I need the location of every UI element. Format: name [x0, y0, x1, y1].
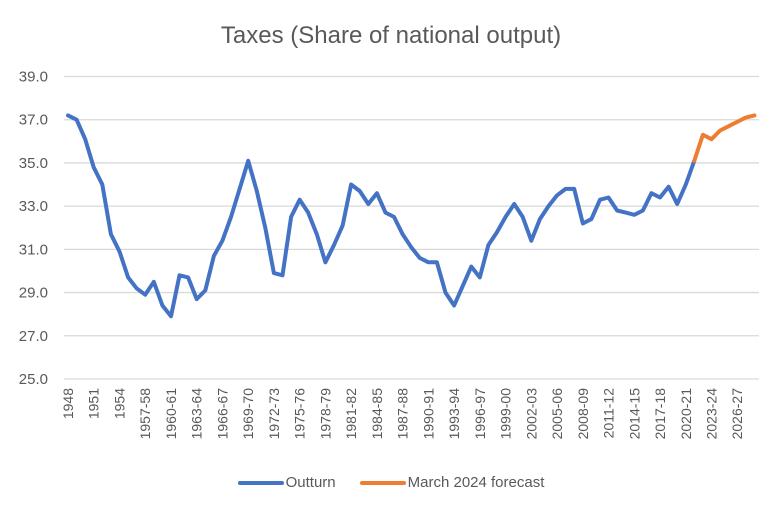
x-tick-label: 1978-79 — [317, 388, 333, 440]
y-tick-label: 29.0 — [19, 285, 48, 302]
x-axis-tick-labels: 1948 1951 1954 1957-58 1960-61 1963-64 1966-67… — [60, 388, 745, 440]
y-tick-label: 39.0 — [19, 69, 48, 86]
x-tick-label: 1996-97 — [472, 388, 488, 440]
series-line-march-2024-forecast — [692, 113, 757, 163]
x-tick-label: 1993-94 — [446, 388, 462, 440]
x-tick-label: 1972-73 — [266, 388, 282, 440]
x-tick-label: 1984-85 — [369, 388, 385, 440]
x-tick-label: 1963-64 — [189, 388, 205, 440]
x-tick-label: 2026-27 — [729, 388, 745, 440]
series-line-outturn — [66, 113, 697, 319]
y-tick-label: 25.0 — [19, 371, 48, 388]
y-tick-label: 37.0 — [19, 112, 48, 129]
x-tick-label: 1966-67 — [214, 388, 230, 440]
chart-title: Taxes (Share of national output) — [220, 22, 562, 49]
x-tick-label: 1951 — [86, 388, 102, 419]
legend-label-outturn: Outturn — [285, 474, 336, 491]
x-tick-label: 1969-70 — [240, 388, 256, 440]
x-tick-label: 1981-82 — [343, 388, 359, 440]
x-tick-label: 1960-61 — [163, 388, 179, 440]
x-tick-label: 2008-09 — [575, 388, 591, 440]
gridlines — [64, 75, 759, 380]
x-tick-label: 1948 — [60, 388, 76, 419]
x-tick-label: 2002-03 — [523, 388, 539, 440]
y-axis-tick-labels: 25.0 27.0 29.0 31.0 33.0 35.0 37.0 39.0 — [19, 69, 48, 389]
x-tick-label: 1954 — [111, 388, 127, 419]
x-tick-label: 2023-24 — [704, 388, 720, 440]
y-tick-label: 33.0 — [19, 198, 48, 215]
y-tick-label: 35.0 — [19, 155, 48, 172]
series-lines — [66, 113, 757, 319]
legend-label-forecast: March 2024 forecast — [407, 474, 545, 491]
x-tick-label: 1975-76 — [292, 388, 308, 440]
legend-item-forecast[interactable]: March 2024 forecast — [359, 474, 545, 491]
x-tick-label: 2017-18 — [652, 388, 668, 440]
x-tick-label: 2005-06 — [549, 388, 565, 440]
x-tick-label: 1987-88 — [395, 388, 411, 440]
x-tick-label: 1957-58 — [137, 388, 153, 440]
legend-item-outturn[interactable]: Outturn — [237, 474, 336, 491]
x-tick-label: 2020-21 — [678, 388, 694, 440]
y-tick-label: 27.0 — [19, 328, 48, 345]
x-tick-label: 1990-91 — [420, 388, 436, 440]
legend-swatch-forecast — [359, 480, 406, 485]
legend: Outturn March 2024 forecast — [0, 474, 782, 491]
x-tick-label: 2014-15 — [626, 388, 642, 440]
y-tick-label: 31.0 — [19, 241, 48, 258]
legend-swatch-outturn — [237, 480, 284, 485]
x-tick-label: 1999-00 — [498, 388, 514, 440]
x-tick-label: 2011-12 — [601, 388, 617, 439]
